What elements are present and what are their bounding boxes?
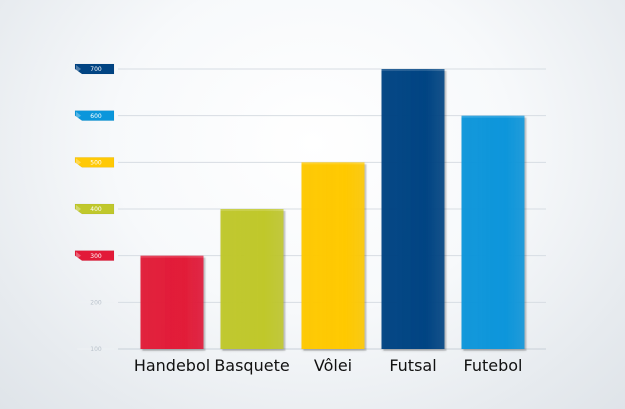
x-tick-label-handebol: Handebol <box>134 356 210 375</box>
y-tick-tab-400 <box>74 203 115 215</box>
y-tick-tab-700 <box>74 63 115 75</box>
y-tick-tab-notch-400 <box>76 205 81 213</box>
bar-highlight-v-lei <box>301 162 365 165</box>
y-tick-tab-600 <box>74 110 115 121</box>
y-tick-label-200: 200 <box>90 300 102 307</box>
y-tick-tab-notch-700 <box>76 65 81 73</box>
bar-highlight-basquete <box>220 209 284 211</box>
y-tick-tab-500 <box>74 157 115 168</box>
bar-basquete <box>220 209 284 349</box>
bar-v-lei <box>301 162 365 349</box>
bar-highlight-futsal <box>381 69 445 71</box>
y-tick-tab-notch-500 <box>76 158 81 167</box>
y-tick-label-500: 500 <box>90 160 102 167</box>
y-tick-label-100: 100 <box>90 346 102 353</box>
y-tick-label-700: 700 <box>90 66 102 73</box>
bar-futebol <box>461 115 525 350</box>
y-tick-label-300: 300 <box>90 253 102 260</box>
x-tick-label-basquete: Basquete <box>214 356 289 375</box>
y-tick-tab-300 <box>74 250 115 261</box>
bar-futsal <box>381 69 445 349</box>
y-tick-label-600: 600 <box>90 113 102 120</box>
y-tick-tab-notch-600 <box>76 111 81 120</box>
bar-highlight-futebol <box>461 115 525 118</box>
bar-handebol <box>140 255 204 349</box>
bar-highlight-handebol <box>140 255 204 258</box>
x-tick-label-futsal: Futsal <box>389 356 436 375</box>
x-tick-label-futebol: Futebol <box>464 356 523 375</box>
x-tick-label-v-lei: Vôlei <box>314 356 352 375</box>
y-tick-tab-notch-300 <box>76 251 81 260</box>
y-tick-label-400: 400 <box>90 206 102 213</box>
